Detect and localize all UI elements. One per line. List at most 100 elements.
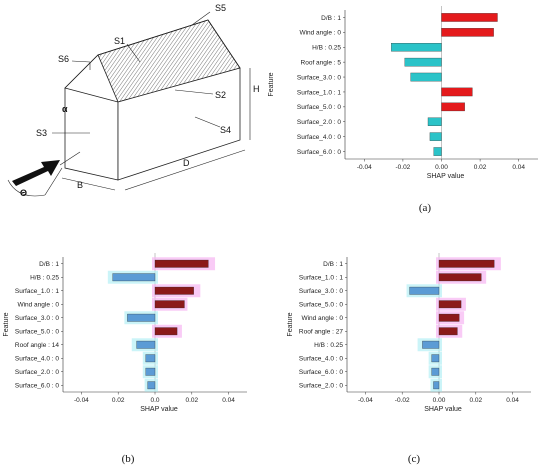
y-tick-label: H/B : 0.25 <box>314 342 343 349</box>
label-b: B <box>77 180 83 190</box>
label-s3: S3 <box>36 128 47 138</box>
bar <box>145 367 156 376</box>
leader-s6 <box>71 60 91 63</box>
y-tick-label: Surface_6.0 : 0 <box>15 383 59 390</box>
x-tick-label: -0.04 <box>74 397 89 404</box>
building-diagram <box>7 11 251 197</box>
x-tick-label: 0.04 <box>512 164 525 171</box>
label-s2: S2 <box>215 90 226 100</box>
eave-line <box>64 87 119 103</box>
bar <box>422 340 440 349</box>
y-tick-label: Surface_3.0 : 0 <box>299 288 343 295</box>
y-tick-label: D/B : 1 <box>39 261 59 268</box>
y-tick-label: Surface_4.0 : 0 <box>297 134 341 141</box>
x-tick-label: 0.04 <box>222 397 235 404</box>
shap-chart-b: D/B : 1 H/B : 0.25 Surface_1.0 : 1 Wind ang… <box>3 253 247 413</box>
bar <box>441 102 465 112</box>
label-h: H <box>253 84 260 94</box>
y-tick-label: Wind angle : 0 <box>301 315 343 322</box>
y-tick-label: Surface_1.0 : 1 <box>299 275 343 282</box>
label-s6: S6 <box>58 54 69 64</box>
y-tick-label: Wind angle : 0 <box>17 302 59 309</box>
caption-a: (a) <box>419 202 432 214</box>
x-axis-title: SHAP value <box>424 406 462 413</box>
label-s4: S4 <box>220 125 231 135</box>
shap-chart-c: D/B : 1 Surface_1.0 : 1 Surface_3.0 : 0 Sur… <box>287 253 531 413</box>
y-tick-label: Surface_5.0 : 0 <box>297 104 341 111</box>
leader-s4 <box>194 116 221 128</box>
x-tick-label: 0.02 <box>185 397 198 404</box>
leader-s1 <box>126 43 141 63</box>
bar <box>391 43 442 52</box>
bar <box>433 147 442 156</box>
y-tick-label: H/B : 0.25 <box>312 45 341 52</box>
bar <box>136 340 156 349</box>
bar <box>438 300 462 309</box>
y-axis-title: Feature <box>268 72 275 96</box>
side-wall-s2 <box>117 67 241 181</box>
x-tick-label: 0.04 <box>506 397 519 404</box>
y-tick-label: Surface_3.0 : 0 <box>297 74 341 81</box>
x-tick-label: 0.02 <box>469 397 482 404</box>
roof-edge-back <box>207 19 241 69</box>
y-tick-label: Wind angle : 0 <box>299 30 341 37</box>
label-theta: Θ <box>20 188 27 198</box>
label-d: D <box>183 158 190 168</box>
bar <box>147 381 156 390</box>
y-tick-label: Roof angle : 27 <box>299 329 343 336</box>
bar <box>112 273 156 282</box>
leader-s3-lower <box>59 151 81 166</box>
x-tick-label: -0.04 <box>357 164 372 171</box>
label-alpha: α <box>62 104 68 114</box>
bar <box>154 259 209 268</box>
bar <box>438 259 495 268</box>
dimension-d <box>124 149 246 191</box>
bar <box>154 300 185 309</box>
y-tick-label: Surface_2.0 : 0 <box>299 383 343 390</box>
shap-chart-a: D/B : 1 Wind angle : 0 H/B : 0.25 Roof angl… <box>268 6 538 180</box>
bar <box>441 13 498 22</box>
bar <box>127 313 156 322</box>
y-axis-title: Feature <box>3 312 10 336</box>
bar <box>409 286 440 295</box>
y-tick-label: D/B : 1 <box>321 15 341 22</box>
bar <box>441 87 473 97</box>
bar <box>145 354 156 363</box>
label-s5: S5 <box>215 3 226 13</box>
x-tick-label: 0.0 <box>150 397 159 404</box>
leader-s5 <box>191 11 211 26</box>
y-tick-label: Surface_1.0 : 1 <box>297 89 341 96</box>
x-tick-label: 0.00 <box>433 397 446 404</box>
bar <box>431 354 440 363</box>
x-axis-title: SHAP value <box>140 406 178 413</box>
bar <box>438 313 460 322</box>
y-axis-title: Feature <box>287 312 294 336</box>
bar <box>438 327 458 336</box>
label-s1: S1 <box>114 36 125 46</box>
bar <box>431 367 440 376</box>
y-tick-label: Surface_3.0 : 0 <box>15 315 59 322</box>
caption-b: (b) <box>122 453 135 465</box>
bar <box>427 117 442 126</box>
y-tick-label: Roof angle : 5 <box>301 59 342 66</box>
caption-c: (c) <box>408 453 421 465</box>
x-tick-label: 0.02 <box>474 164 487 171</box>
dimension-b <box>61 177 116 191</box>
x-tick-label: -0.02 <box>395 397 410 404</box>
x-tick-label: -0.04 <box>358 397 373 404</box>
y-tick-label: Surface_5.0 : 0 <box>15 329 59 336</box>
y-tick-label: Surface_2.0 : 0 <box>297 119 341 126</box>
y-tick-label: H/B : 0.25 <box>30 275 59 282</box>
x-tick-label: 0.02 <box>112 397 125 404</box>
y-tick-label: Surface_6.0 : 0 <box>299 369 343 376</box>
x-tick-label: -0.02 <box>395 164 410 171</box>
y-tick-label: Surface_2.0 : 0 <box>15 369 59 376</box>
y-tick-label: Surface_5.0 : 0 <box>299 302 343 309</box>
bar <box>433 381 440 390</box>
bar <box>438 273 482 282</box>
wind-angle-ray <box>44 167 63 196</box>
roof-ridge <box>97 19 209 56</box>
bar <box>429 132 442 141</box>
x-axis-title: SHAP value <box>427 173 465 180</box>
